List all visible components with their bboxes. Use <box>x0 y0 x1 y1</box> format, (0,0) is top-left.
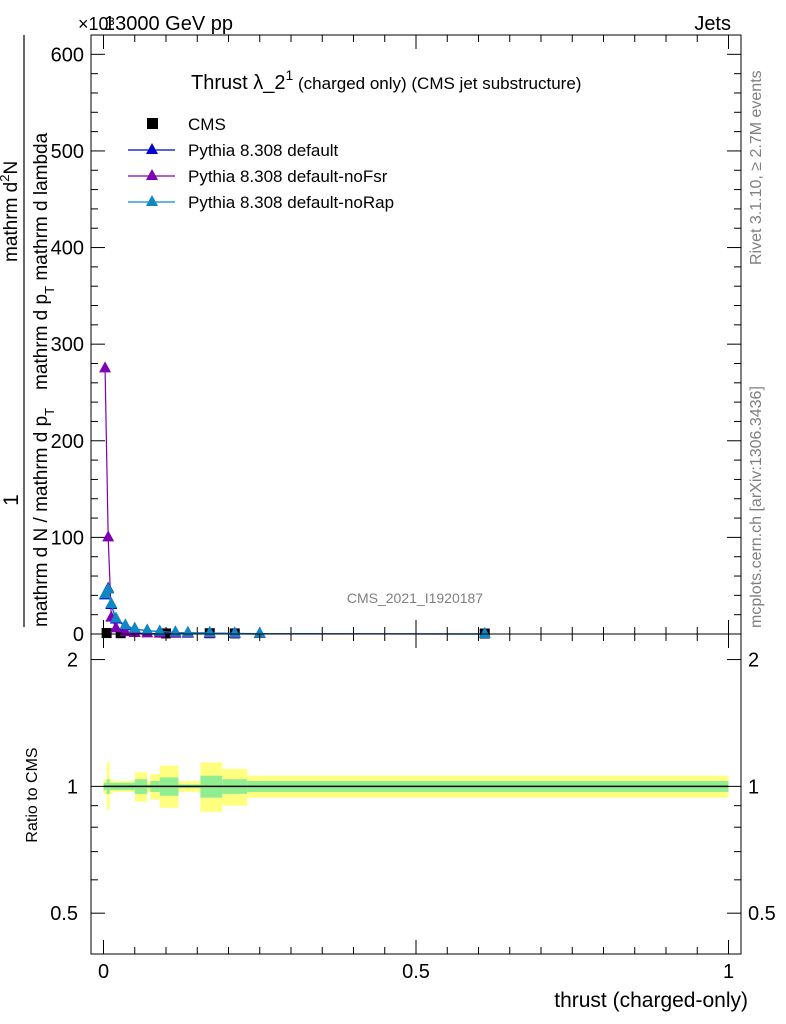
ratio-y-tick-label-right: 1 <box>748 776 759 798</box>
y-scale-exponent: ×10³ <box>78 14 115 34</box>
main-y-axis-label: 1 mathrm d N / mathrm d pT mathrm d2N ma… <box>0 35 57 627</box>
header-process: Jets <box>694 13 731 35</box>
main-axis-ticks <box>91 34 741 635</box>
legend-entry: Pythia 8.308 default <box>128 141 339 160</box>
chart-title: Thrust λ_21 (charged only) (CMS jet subs… <box>191 67 581 94</box>
chart-title-main: Thrust λ_2 <box>191 72 285 94</box>
y-tick-label: 500 <box>51 141 84 163</box>
ylabel-numerator: mathrm d2N <box>0 161 22 262</box>
data-point <box>119 618 132 630</box>
ylabel-prefix: 1 <box>0 494 23 506</box>
main-y-tick-labels: 0 100 200 300 400 500 600 <box>51 44 84 646</box>
legend-marker-triangle <box>146 195 158 206</box>
ratio-y-tick-label-right: 0.5 <box>748 903 776 925</box>
data-point <box>110 621 122 633</box>
legend-entry: Pythia 8.308 default-noFsr <box>128 167 388 186</box>
ylabel-denominator-text: mathrm d N / mathrm d p <box>31 416 52 627</box>
ratio-y-tick-label-right: 2 <box>748 650 759 672</box>
x-tick-label: 0.5 <box>402 961 430 983</box>
y-tick-label: 200 <box>51 431 84 453</box>
data-point <box>478 627 491 638</box>
data-point <box>110 611 122 623</box>
data-point <box>105 597 118 609</box>
ylabel-numerator-text: mathrm d <box>1 182 22 262</box>
x-axis-label: thrust (charged-only) <box>554 989 748 1012</box>
legend: CMS Pythia 8.308 default Pythia 8.308 defa… <box>128 115 394 212</box>
legend-label: CMS <box>188 115 226 134</box>
ylabel-inner-den-sub: T <box>42 286 57 294</box>
data-point <box>99 361 112 373</box>
y-tick-label: 400 <box>51 238 84 260</box>
x-tick-labels: 0 0.5 1 <box>98 961 734 983</box>
ylabel-numerator-sup: 2 <box>0 175 12 182</box>
ylabel-denominator-sub: T <box>42 408 57 416</box>
legend-label: Pythia 8.308 default-noFsr <box>188 167 388 186</box>
series-line <box>104 368 260 635</box>
legend-entry: Pythia 8.308 default-noRap <box>128 193 394 212</box>
header-energy: 13000 GeV pp <box>104 13 233 35</box>
data-point <box>228 626 241 638</box>
legend-label: Pythia 8.308 default <box>188 141 339 160</box>
mcplots-label: mcplots.cern.ch [arXiv:1306.3436] <box>748 386 765 628</box>
data-point <box>141 623 154 635</box>
ylabel-numerator-tail: N <box>1 161 22 175</box>
legend-marker-triangle <box>146 169 158 180</box>
ylabel-inner-denominator: mathrm d pT mathrm d lambda <box>31 132 57 390</box>
ratio-y-axis-label: Ratio to CMS <box>24 747 41 842</box>
series-pythia-8-308-default-nofsr <box>99 361 266 638</box>
analysis-watermark: CMS_2021_I1920187 <box>347 590 483 606</box>
data-point <box>128 621 141 633</box>
x-tick-label: 1 <box>723 961 734 983</box>
x-tick-label: 0 <box>98 961 109 983</box>
ratio-y-tick-label-left: 2 <box>67 650 78 672</box>
legend-label: Pythia 8.308 default-noRap <box>188 193 394 212</box>
ylabel-denominator: mathrm d N / mathrm d pT <box>31 408 57 627</box>
ratio-y-tick-labels: 0.5 0.5 1 1 2 2 <box>50 650 776 926</box>
data-point <box>102 582 115 594</box>
legend-marker-square <box>147 118 158 129</box>
data-point <box>153 624 166 636</box>
rivet-version-label: Rivet 3.1.10, ≥ 2.7M events <box>748 70 765 265</box>
legend-marker-triangle <box>146 143 158 154</box>
data-point <box>253 626 266 638</box>
data-point <box>102 530 115 542</box>
ratio-y-tick-label-left: 0.5 <box>50 903 78 925</box>
legend-entry: CMS <box>147 115 226 134</box>
y-tick-label: 600 <box>51 44 84 66</box>
data-point <box>115 628 126 639</box>
ratio-bands-layer <box>103 762 729 812</box>
data-point <box>169 625 182 637</box>
y-tick-label: 100 <box>51 527 84 549</box>
y-tick-label: 0 <box>73 624 84 646</box>
ylabel-inner-den-text: mathrm d p <box>31 294 52 390</box>
data-point <box>181 625 194 637</box>
chart-title-tail: (charged only) (CMS jet substructure) <box>293 74 581 93</box>
data-point <box>119 625 132 637</box>
data-point <box>101 628 112 639</box>
ylabel-inner-den-tail: mathrm d lambda <box>31 132 52 286</box>
series-pythia-8-308-default-norap <box>99 582 491 638</box>
ratio-axis-ticks <box>91 634 741 954</box>
ratio-y-tick-label-left: 1 <box>67 776 78 798</box>
y-tick-label: 300 <box>51 334 84 356</box>
chart-title-sup: 1 <box>285 67 293 83</box>
